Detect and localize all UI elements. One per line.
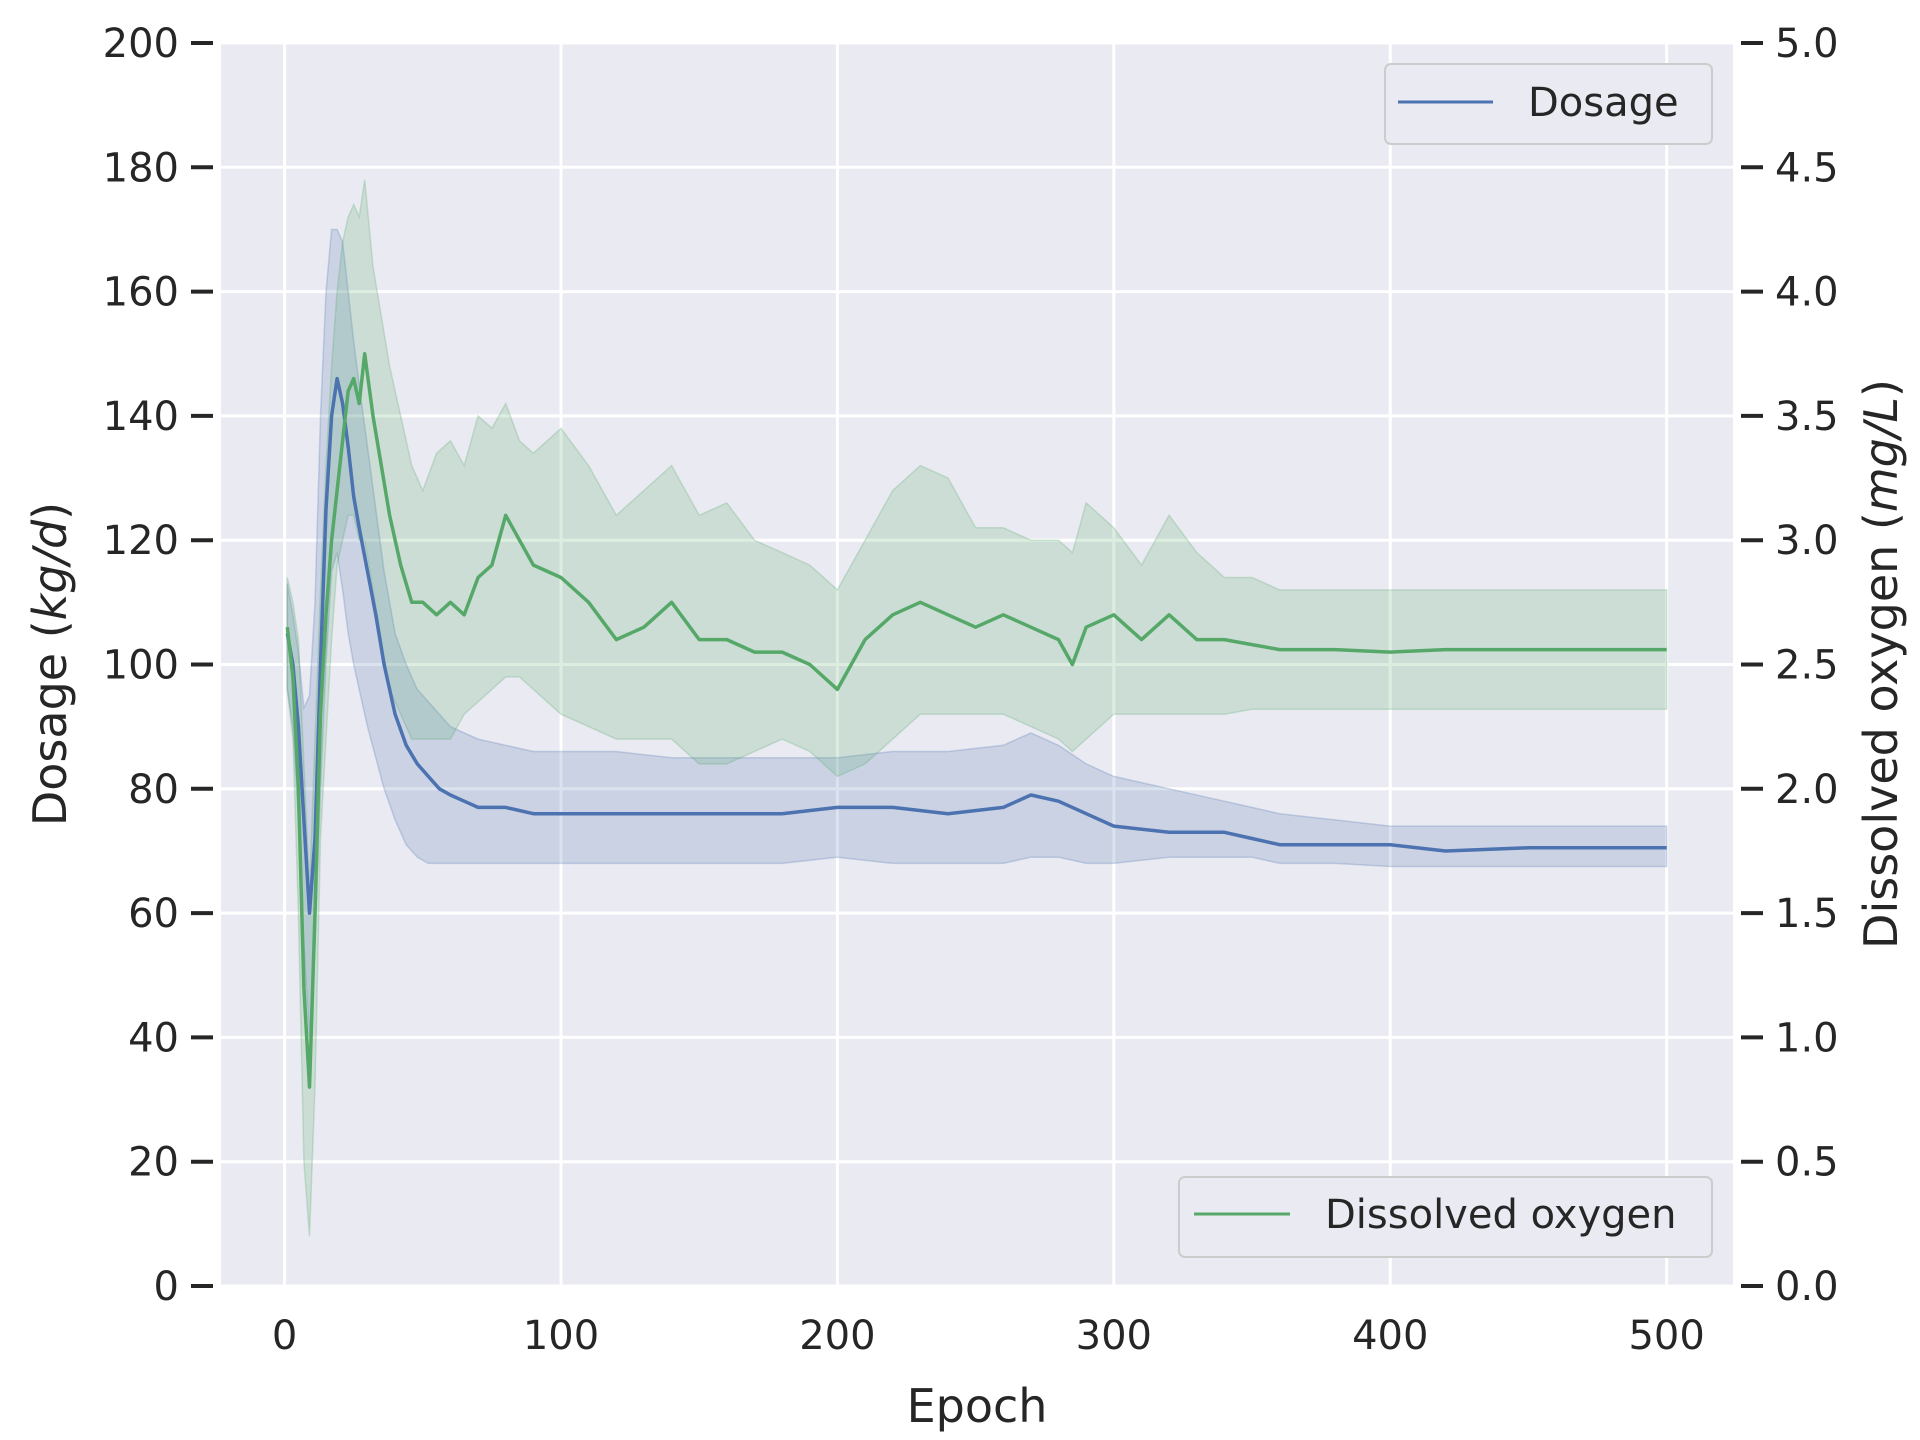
right-y-tick-label-10: 5.0 <box>1775 21 1839 67</box>
right-y-tick-label-5: 2.5 <box>1775 643 1839 689</box>
right-y-tick-label-1: 0.5 <box>1775 1140 1839 1186</box>
x-tick-label-1: 100 <box>523 1313 599 1359</box>
right-y-axis-title-prefix: Dissolved oxygen ( <box>1854 512 1908 949</box>
dosage-line <box>285 376 1667 915</box>
right-y-tick-label-2: 1.0 <box>1775 1015 1839 1061</box>
dosage-band <box>286 228 1668 1038</box>
grid <box>221 41 1733 1288</box>
right-y-axis: 0.0 0.5 1.0 1.5 2.0 2.5 3.0 3.5 4.0 4.5 5.0 <box>1741 21 1839 1310</box>
right-y-tick-label-6: 3.0 <box>1775 518 1839 564</box>
series-lines <box>285 352 1667 1089</box>
right-y-axis-title-suffix: ) <box>1854 379 1908 397</box>
left-y-axis-title-prefix: Dosage ( <box>23 620 77 826</box>
x-tick-label-0: 0 <box>272 1313 297 1359</box>
left-y-tick-label-7: 140 <box>103 394 179 440</box>
x-tick-label-3: 300 <box>1076 1313 1152 1359</box>
left-y-tick-label-10: 200 <box>103 21 179 67</box>
left-y-tick-label-3: 60 <box>128 891 179 937</box>
legend-dissolved-oxygen-box <box>1178 1176 1713 1258</box>
left-y-axis-title-unit: kg/d <box>23 519 77 620</box>
dissolved-oxygen-band <box>286 179 1668 1237</box>
right-y-tick-label-4: 2.0 <box>1775 767 1839 813</box>
x-tick-label-5: 500 <box>1628 1313 1704 1359</box>
left-y-tick-label-5: 100 <box>103 643 179 689</box>
left-y-tick-label-6: 120 <box>103 518 179 564</box>
left-y-tick-label-1: 20 <box>128 1140 179 1186</box>
left-y-tick-label-2: 40 <box>128 1015 179 1061</box>
legend-dosage: Dosage <box>1384 63 1713 145</box>
legend-dissolved-oxygen-label: Dissolved oxygen <box>1325 1192 1677 1238</box>
left-y-tick-label-9: 180 <box>103 145 179 191</box>
legend-dosage-label: Dosage <box>1528 80 1679 126</box>
x-tick-label-4: 400 <box>1352 1313 1428 1359</box>
right-y-tick-label-7: 3.5 <box>1775 394 1839 440</box>
right-y-axis-title-unit: mg/L <box>1854 397 1908 512</box>
dissolved-oxygen-line <box>285 352 1667 1089</box>
right-y-tick-label-8: 4.0 <box>1775 270 1839 316</box>
x-axis-title: Epoch <box>907 1379 1048 1433</box>
confidence-bands <box>286 179 1668 1237</box>
left-y-tick-label-0: 0 <box>154 1264 179 1310</box>
left-y-axis-title-suffix: ) <box>23 502 77 520</box>
right-y-tick-label-3: 1.5 <box>1775 891 1839 937</box>
left-y-axis-title: Dosage (kg/d) <box>23 502 77 826</box>
left-y-axis: 0 20 40 60 80 100 120 140 160 180 200 <box>103 21 213 1310</box>
right-y-tick-label-0: 0.0 <box>1775 1264 1839 1310</box>
right-y-tick-label-9: 4.5 <box>1775 145 1839 191</box>
x-tick-label-2: 200 <box>799 1313 875 1359</box>
legend-dissolved-oxygen: Dissolved oxygen <box>1178 1176 1713 1258</box>
left-y-tick-label-4: 80 <box>128 767 179 813</box>
left-y-tick-label-8: 160 <box>103 270 179 316</box>
legend-dosage-box <box>1384 63 1713 145</box>
right-y-axis-title: Dissolved oxygen (mg/L) <box>1854 379 1908 949</box>
x-axis: 0 100 200 300 400 500 <box>272 1313 1705 1359</box>
